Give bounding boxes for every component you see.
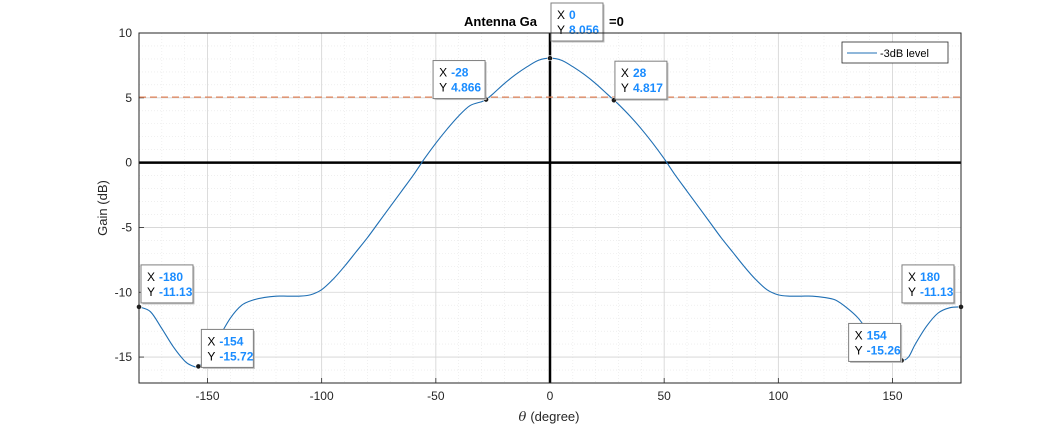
legend-box — [841, 41, 949, 64]
datatip[interactable]: X -154 Y -15.72 — [200, 328, 255, 369]
datatip-y-row: Y -11.13 — [908, 285, 954, 299]
x-tick-label: -100 — [310, 389, 334, 403]
datatip-x-label: X — [557, 8, 565, 22]
zero-axes — [139, 33, 961, 383]
datatip-y-value: 4.866 — [451, 81, 481, 95]
datatip[interactable]: X 180 Y -11.13 — [901, 264, 956, 305]
y-tick-label: 0 — [125, 156, 132, 170]
datatip-y-value: 8.056 — [569, 23, 599, 37]
datatip-y-row: Y -15.26 — [855, 343, 901, 357]
datatip[interactable]: X 154 Y -15.26 — [848, 322, 903, 363]
datatip-box — [614, 60, 668, 100]
y-tick-label: -10 — [115, 285, 133, 299]
legend-entry: -3dB level — [880, 48, 929, 60]
datatip-y-label: Y — [207, 349, 215, 363]
datatip-y-label: Y — [855, 343, 863, 357]
datatip-x-row: X -28 — [439, 66, 469, 80]
datatip-box — [550, 2, 604, 42]
datatip-x-value: 28 — [633, 66, 647, 80]
datatip-x-label: X — [207, 334, 215, 348]
legend[interactable]: -3dB level — [841, 41, 949, 64]
datatip-y-row: Y 8.056 — [557, 23, 599, 37]
datatip-x-row: X -180 — [147, 270, 183, 284]
datatip-y-row: Y 4.866 — [439, 81, 481, 95]
datatip-y-value: 4.817 — [633, 81, 663, 95]
datatip-x-label: X — [855, 328, 863, 342]
x-axis-symbol: θ — [519, 410, 527, 425]
datatip[interactable]: X 0Y 8.056 — [550, 2, 605, 43]
y-tick-label: -5 — [121, 220, 132, 234]
datatip-x-value: 0 — [569, 8, 576, 22]
datatip-box — [140, 264, 194, 304]
datatip-y-value: -15.72 — [219, 349, 253, 363]
y-tick-labels: -15 -10 -5 0 5 10 — [115, 26, 133, 364]
datatip-y-row: Y 4.817 — [621, 81, 663, 95]
datatip-x-value: 154 — [867, 328, 887, 342]
y-axis-label: Gain (dB) — [95, 180, 110, 236]
datatip-x-label: X — [439, 66, 447, 80]
chart-title-right: =0 — [609, 14, 624, 29]
datatip-box — [200, 328, 254, 368]
x-tick-label: 50 — [657, 389, 671, 403]
datatip-y-row: Y -11.13 — [147, 285, 193, 299]
datatip-y-label: Y — [439, 81, 447, 95]
y-tick-label: -15 — [115, 350, 133, 364]
x-tick-label: 100 — [768, 389, 788, 403]
datatip-point[interactable] — [547, 55, 553, 62]
datatip-y-label: Y — [147, 285, 155, 299]
datatip-x-value: -28 — [451, 66, 469, 80]
datatip-box — [901, 264, 955, 304]
y-tick-label: 10 — [119, 26, 133, 40]
datatip-y-value: -11.13 — [920, 285, 954, 299]
datatip-y-row: Y -15.72 — [207, 349, 253, 363]
datatip-y-value: -15.26 — [867, 343, 901, 357]
datatip-x-row: X 180 — [908, 270, 940, 284]
datatip-x-row: X -154 — [207, 334, 243, 348]
datatip-y-value: -11.13 — [159, 285, 193, 299]
datatip-y-label: Y — [557, 23, 565, 37]
chart-title-left: Antenna Ga — [464, 14, 538, 29]
datatip-x-row: X 154 — [855, 328, 887, 342]
axes-box — [138, 32, 962, 384]
x-axis-unit: (degree) — [530, 409, 579, 424]
datatip-box — [432, 60, 486, 100]
datatip-x-row: X 28 — [621, 66, 647, 80]
x-tick-label: 150 — [882, 389, 902, 403]
datatip-x-value: 180 — [920, 270, 940, 284]
datatip-x-label: X — [908, 270, 916, 284]
datatip-box — [848, 322, 902, 362]
y-tick-label: 5 — [125, 91, 132, 105]
datatip-x-label: X — [147, 270, 155, 284]
datatip-y-label: Y — [908, 285, 916, 299]
x-tick-label: -50 — [427, 389, 445, 403]
datatip-point[interactable] — [195, 363, 202, 370]
datatip[interactable]: X -180 Y -11.13 — [140, 264, 195, 305]
datatip-x-value: -154 — [219, 334, 243, 348]
datatip[interactable]: X 28 Y 4.817 — [614, 60, 669, 101]
x-tick-label: 0 — [547, 389, 554, 403]
x-axis-label: θ (degree) — [519, 409, 580, 425]
datatip[interactable]: X -28 Y 4.866 — [432, 60, 487, 101]
x-tick-label: -150 — [195, 389, 219, 403]
datatip-x-label: X — [621, 66, 629, 80]
datatip-y-label: Y — [621, 81, 629, 95]
datatip-x-value: -180 — [159, 270, 183, 284]
x-tick-labels: -150 -100 -50 0 50 100 150 — [195, 389, 902, 403]
